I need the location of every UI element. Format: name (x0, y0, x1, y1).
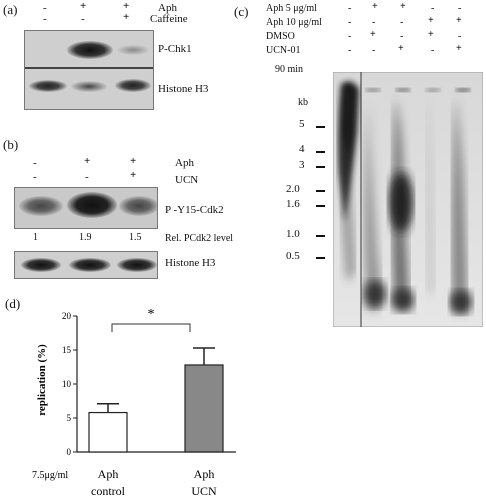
band-label-histone-a: Histone H3 (158, 83, 209, 95)
aph-mark-a-1: - (43, 2, 47, 14)
significance-bracket (111, 323, 191, 332)
ladder-tick-1-0 (316, 235, 325, 237)
ucn-mark-b-1: - (33, 171, 37, 183)
c-r0-l5: - (458, 3, 462, 14)
category-label-2-line2: UCN (191, 484, 217, 498)
y-tick-label-3: 15 (62, 345, 72, 355)
ladder-tick-5 (316, 126, 325, 128)
western-blot-b-lower (14, 251, 158, 279)
c-r2-l4: + (428, 29, 434, 40)
row-label-dmso: DMSO (266, 31, 295, 42)
c-r1-l4: + (428, 15, 434, 26)
c-r3-l5: + (456, 43, 462, 54)
category-label-1-line2: control (91, 484, 126, 498)
c-r2-l2: + (370, 29, 376, 40)
row-label-ucn01: UCN-01 (266, 45, 301, 56)
ladder-tick-4 (316, 151, 325, 153)
category-label-1-line1: Aph (98, 467, 119, 481)
gel-image (333, 72, 483, 327)
ladder-1-6: 1.6 (286, 198, 300, 210)
ladder-tick-0-5 (316, 257, 325, 259)
caffeine-mark-a-1: - (43, 13, 47, 25)
ladder-2-0: 2.0 (286, 183, 300, 195)
row-label-aph5: Aph 5 μg/ml (266, 3, 317, 14)
c-r0-l1: - (348, 3, 352, 14)
rel-value-2: 1.9 (79, 232, 92, 243)
ucn-mark-b-3: + (130, 169, 137, 181)
rel-value-3: 1.5 (129, 232, 142, 243)
ladder-1-0: 1.0 (286, 228, 300, 240)
time-label: 90 min (275, 64, 304, 75)
aph-mark-b-1: - (33, 157, 37, 169)
kb-label: kb (298, 97, 308, 108)
c-r0-l2: + (372, 1, 378, 12)
ucn-label-b: UCN (175, 174, 199, 186)
aph-mark-a-3: + (123, 0, 130, 12)
ladder-5: 5 (299, 118, 305, 130)
category-label-2-line1: Aph (194, 467, 215, 481)
y-tick-label-0: 0 (67, 447, 72, 457)
c-r1-l3: - (400, 17, 404, 28)
c-r2-l5: - (458, 31, 462, 42)
aph-mark-b-2: + (84, 155, 91, 167)
western-blot-b-upper (14, 187, 158, 229)
y-tick-label-4: 20 (62, 311, 72, 321)
c-r1-l5: + (456, 15, 462, 26)
ladder-tick-2-0 (316, 190, 325, 192)
c-r3-l3: + (398, 43, 404, 54)
ucn-mark-b-2: - (85, 171, 89, 183)
c-r3-l2: - (372, 45, 376, 56)
ladder-3: 3 (299, 159, 305, 171)
band-label-p-chk1: P-Chk1 (158, 43, 192, 55)
caffeine-mark-a-2: - (81, 13, 85, 25)
y-tick-label-1: 5 (67, 413, 72, 423)
c-r1-l2: - (372, 17, 376, 28)
aph-mark-b-3: + (130, 155, 137, 167)
caffeine-label-a: Caffeine (150, 13, 188, 25)
aph-label-b: Aph (175, 157, 194, 169)
aph-mark-a-2: + (80, 0, 87, 12)
panel-a-label: (a) (3, 2, 18, 17)
ladder-tick-1-6 (316, 205, 325, 207)
band-label-histone-b: Histone H3 (165, 257, 216, 269)
c-r0-l4: - (431, 3, 435, 14)
aph-label-a: Aph (158, 2, 177, 14)
panel-b-label: (b) (3, 137, 19, 152)
significance-star: * (148, 307, 155, 322)
bar-2 (184, 364, 224, 453)
c-r0-l3: + (400, 1, 406, 12)
band-label-p-cdk2: P -Y15-Cdk2 (165, 204, 224, 216)
western-blot-a (24, 30, 154, 110)
c-r3-l4: - (431, 45, 435, 56)
c-r3-l1: - (348, 45, 352, 56)
y-axis-label: replication (%) (36, 344, 48, 416)
row-label-aph10: Aph 10 μg/ml (266, 17, 322, 28)
c-r2-l1: - (348, 31, 352, 42)
bar-1 (88, 411, 128, 453)
ladder-tick-3 (316, 166, 325, 168)
ladder-4: 4 (299, 143, 305, 155)
rel-value-1: 1 (33, 232, 38, 243)
c-r1-l1: - (348, 17, 352, 28)
dose-label: 7.5μg/ml (32, 470, 68, 481)
c-r2-l3: - (400, 31, 404, 42)
caffeine-mark-a-3: + (123, 11, 130, 23)
rel-level-label: Rel. PCdk2 level (165, 233, 234, 244)
y-tick-label-2: 10 (62, 379, 72, 389)
ladder-0-5: 0.5 (286, 250, 300, 262)
panel-c-label: (c) (234, 4, 249, 19)
panel-d-label: (d) (5, 296, 21, 311)
